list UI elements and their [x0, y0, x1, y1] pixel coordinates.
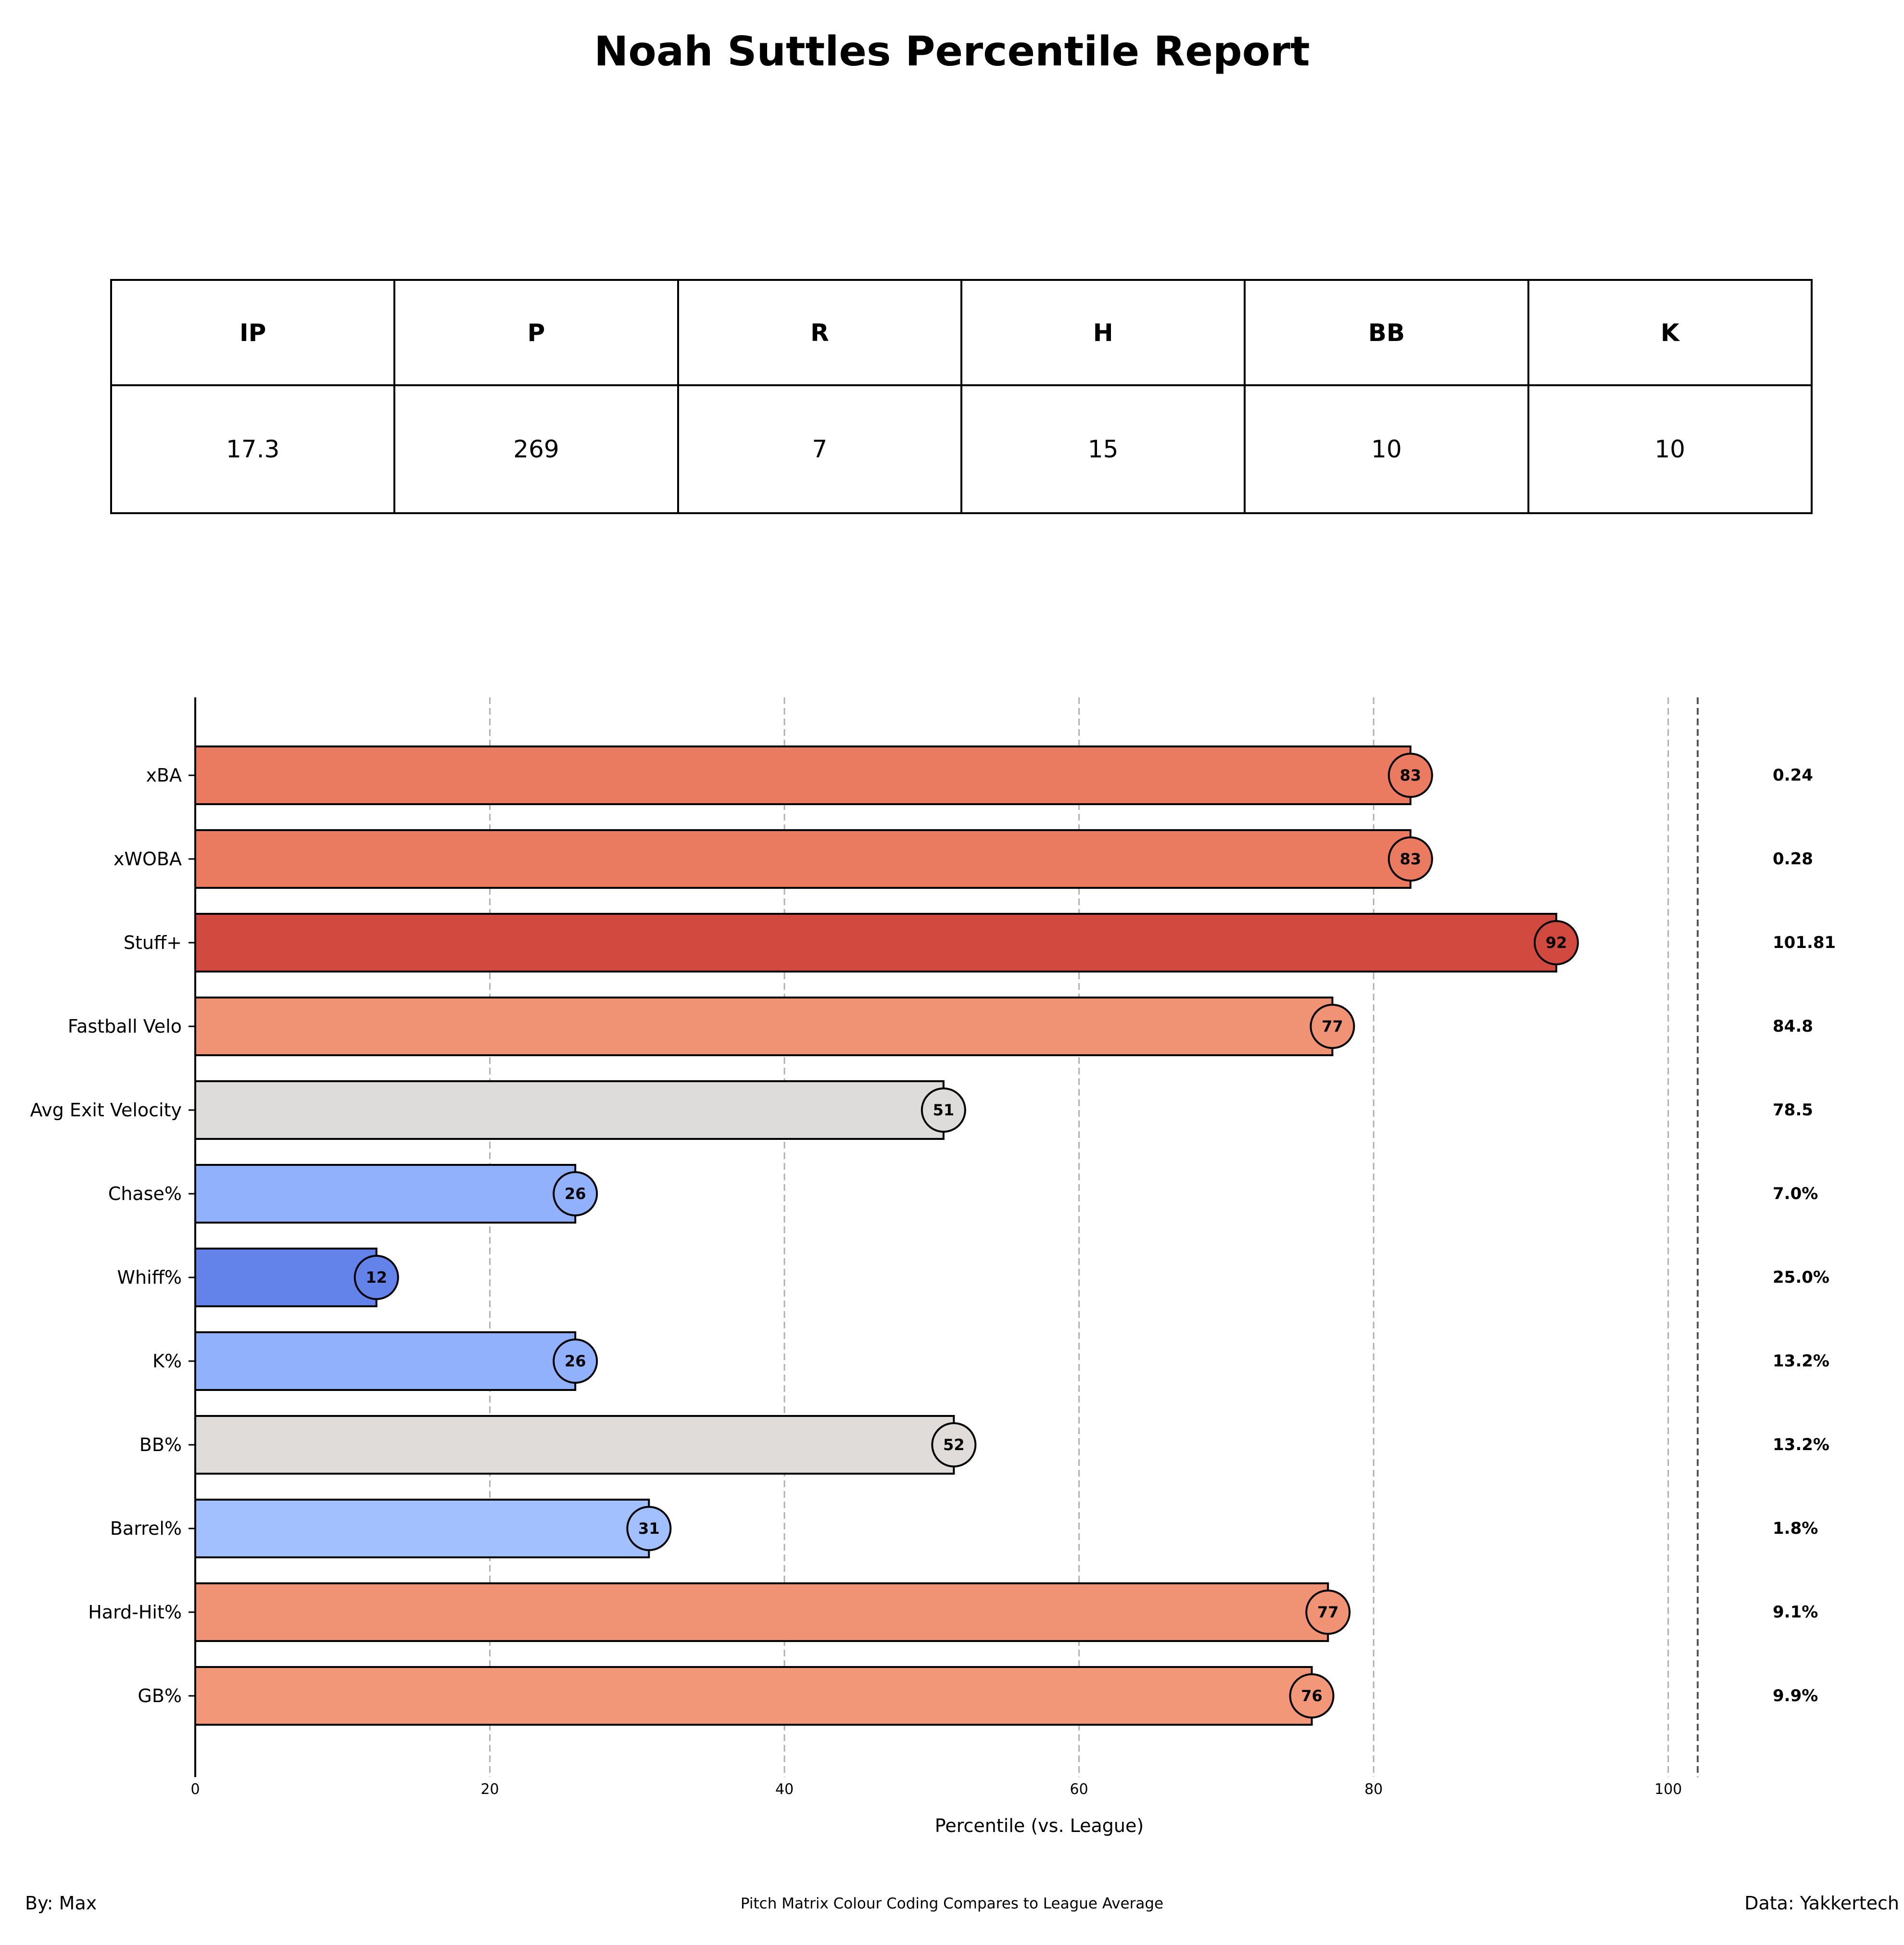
stats-header-cell: IP: [110, 279, 396, 386]
category-label: Whiff%: [117, 1267, 182, 1288]
percentile-bubble: [553, 1171, 598, 1216]
stat-value-label: 84.8: [1773, 1017, 1813, 1036]
x-tick-label: 0: [190, 1781, 200, 1798]
stat-value-label: 101.81: [1773, 933, 1836, 952]
stats-header-cell: P: [393, 279, 679, 386]
bar: [194, 1415, 955, 1475]
percentile-label: 76: [1301, 1687, 1323, 1705]
category-label: xBA: [146, 765, 182, 786]
stat-value-label: 0.28: [1773, 849, 1813, 869]
percentile-bubble: [1533, 920, 1579, 965]
bar: [194, 829, 1412, 889]
percentile-bubble: [1289, 1673, 1335, 1718]
category-label: xWOBA: [113, 848, 182, 870]
bar: [194, 1499, 650, 1558]
x-tick-label: 20: [480, 1781, 499, 1798]
stats-value-cell: 15: [960, 384, 1246, 514]
stat-value-label: 13.2%: [1773, 1435, 1829, 1454]
category-label: GB%: [138, 1685, 182, 1706]
percentile-label: 26: [565, 1185, 586, 1203]
percentile-bubble: [1387, 753, 1433, 798]
stats-header-cell: R: [677, 279, 962, 386]
percentile-label: 12: [366, 1268, 387, 1287]
percentile-label: 77: [1317, 1603, 1339, 1621]
percentile-bubble: [353, 1255, 399, 1300]
axes: 0 20 40 60 80 100 xBA xWOBA Stuff+ Fastball Velo A…: [30, 697, 1682, 1798]
x-tick-label: 100: [1654, 1781, 1682, 1798]
category-label: Stuff+: [124, 932, 182, 953]
category-label: BB%: [139, 1434, 182, 1455]
x-axis-label: Percentile (vs. League): [935, 1815, 1144, 1836]
bars: 83 0.24 83 0.28 92 101.81 77 84.8 51 78.5 26 7.0% 12…: [194, 745, 1836, 1726]
stats-value-cell: 10: [1244, 384, 1529, 514]
stats-value-cell: 7: [677, 384, 962, 514]
stats-value-cell: 17.3: [110, 384, 396, 514]
bar: [194, 913, 1557, 972]
stat-value-label: 9.1%: [1773, 1603, 1818, 1622]
stats-value-cell: 269: [393, 384, 679, 514]
x-tick-label: 60: [1070, 1781, 1088, 1798]
percentile-bubble: [1387, 836, 1433, 882]
stats-header-cell: BB: [1244, 279, 1529, 386]
category-label: Barrel%: [110, 1518, 182, 1539]
stat-value-label: 9.9%: [1773, 1686, 1818, 1705]
percentile-label: 92: [1546, 934, 1567, 952]
bar: [194, 1331, 577, 1391]
category-label: Fastball Velo: [68, 1016, 182, 1037]
percentile-label: 83: [1400, 850, 1421, 868]
stats-value-cell: 10: [1527, 384, 1813, 514]
percentile-label: 83: [1400, 766, 1421, 784]
bar: [194, 1080, 945, 1140]
percentile-bubble: [931, 1422, 977, 1467]
footer-note: Pitch Matrix Colour Coding Compares to L…: [740, 1895, 1164, 1912]
footer-author: By: Max: [25, 1893, 97, 1914]
percentile-bubble: [1310, 1004, 1355, 1049]
percentile-label: 31: [638, 1519, 660, 1538]
percentile-label: 77: [1322, 1017, 1343, 1036]
percentile-bubble: [626, 1506, 672, 1551]
stat-value-label: 0.24: [1773, 766, 1813, 785]
stat-value-label: 1.8%: [1773, 1519, 1818, 1538]
stat-value-label: 13.2%: [1773, 1351, 1829, 1371]
stat-value-label: 78.5: [1773, 1100, 1813, 1120]
bar: [194, 1666, 1313, 1726]
percentile-label: 52: [943, 1436, 965, 1454]
bar: [194, 1582, 1329, 1642]
stats-value-row: 17.3 269 7 15 10 10: [110, 384, 1813, 514]
bar: [194, 1248, 378, 1307]
category-label: Chase%: [108, 1183, 182, 1204]
footer-source: Data: Yakkertech: [1744, 1893, 1899, 1914]
percentile-bubble: [920, 1087, 966, 1133]
x-tick-label: 40: [775, 1781, 794, 1798]
percentile-label: 51: [933, 1101, 955, 1119]
stat-value-label: 25.0%: [1773, 1268, 1829, 1287]
category-label: Hard-Hit%: [88, 1602, 182, 1623]
bar: [194, 997, 1334, 1056]
category-label: Avg Exit Velocity: [30, 1099, 182, 1121]
bar: [194, 745, 1412, 805]
stats-header-row: IP P R H BB K: [110, 279, 1813, 386]
percentile-label: 26: [565, 1352, 586, 1370]
percentile-bubble: [553, 1339, 598, 1384]
bar: [194, 1164, 577, 1224]
stats-header-cell: K: [1527, 279, 1813, 386]
report-title: Noah Suttles Percentile Report: [594, 28, 1310, 76]
percentile-bubble: [1305, 1590, 1351, 1635]
stat-value-label: 7.0%: [1773, 1184, 1818, 1203]
x-tick-label: 80: [1364, 1781, 1383, 1798]
category-label: K%: [152, 1351, 182, 1372]
stats-header-cell: H: [960, 279, 1246, 386]
stats-table: IP P R H BB K 17.3 269 7 15 10 10: [110, 279, 1813, 514]
